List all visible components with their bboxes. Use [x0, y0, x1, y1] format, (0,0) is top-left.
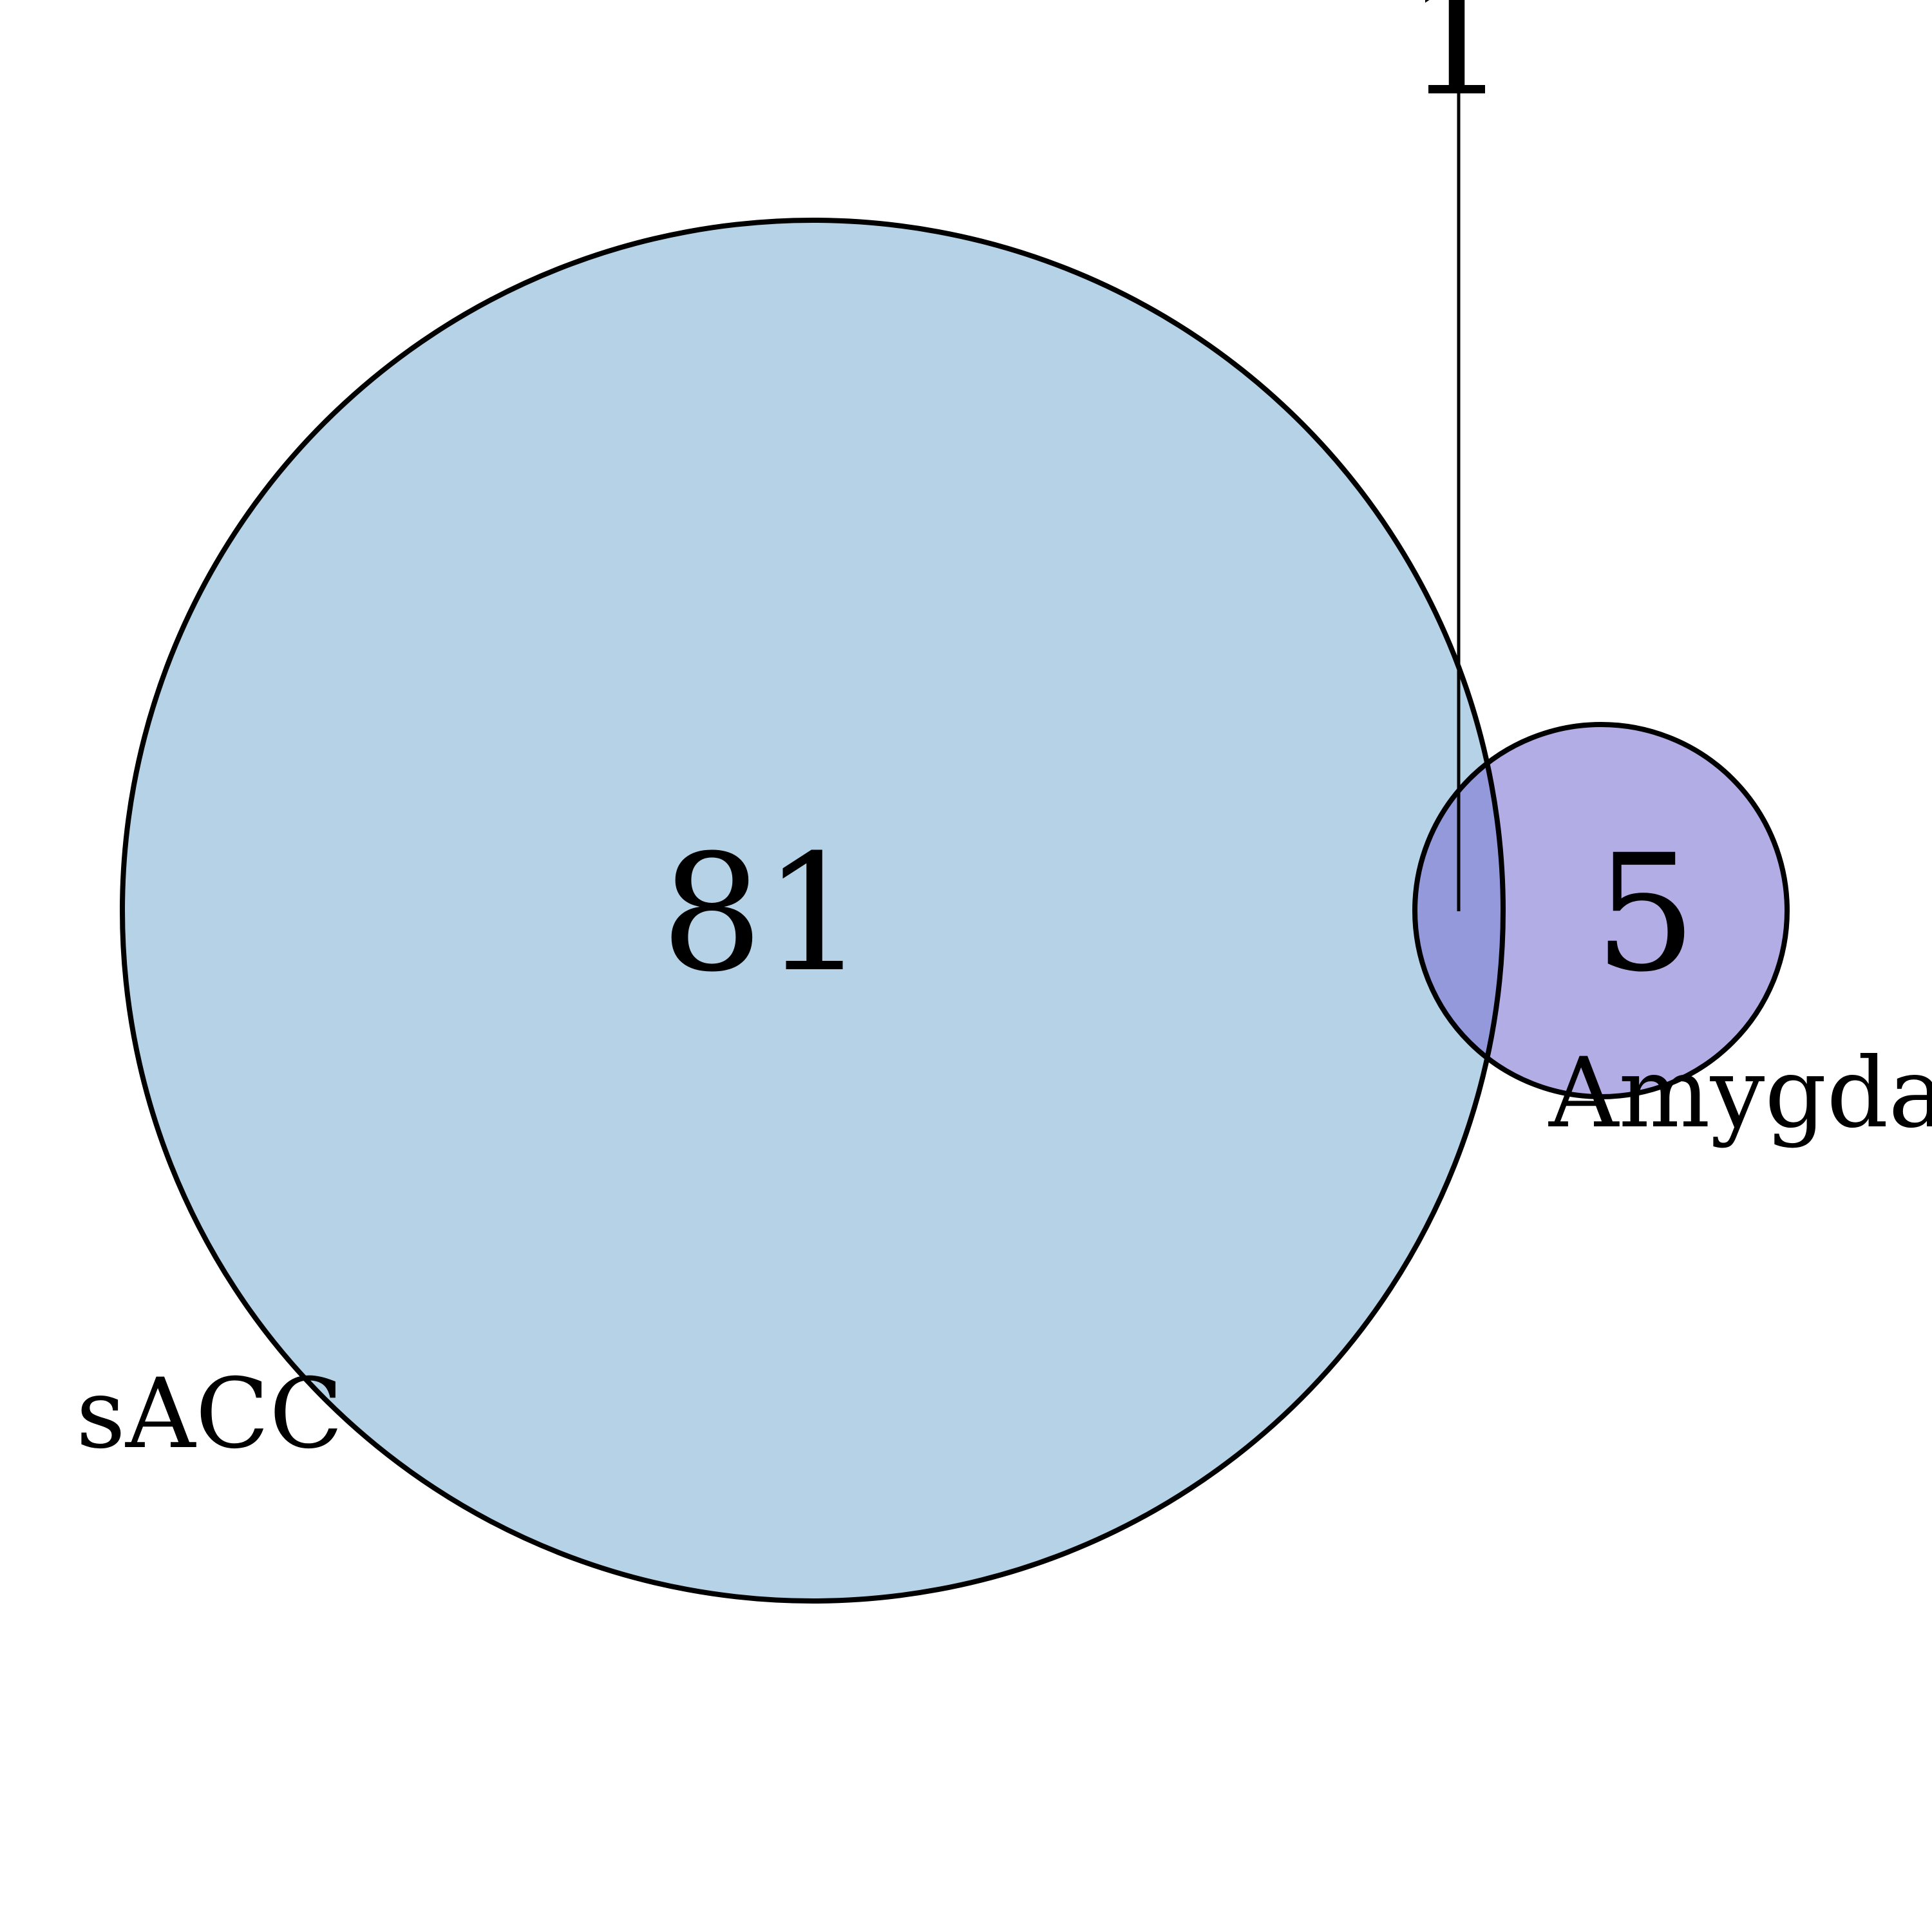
- sacc-circle-outline: [120, 218, 1506, 1604]
- sacc-set-label: sACC: [76, 1358, 343, 1470]
- amygdala-circle: [1415, 724, 1787, 1097]
- sacc-circle: [122, 220, 1503, 1601]
- amygdala-only-count: 5: [1594, 820, 1696, 1007]
- amygdala-circle-outline: [1412, 722, 1790, 1099]
- sacc-only-count: 81: [661, 820, 866, 1007]
- amygdala-set-label: Amygdala: [1548, 1037, 1932, 1150]
- intersection-count: 1: [1405, 0, 1508, 131]
